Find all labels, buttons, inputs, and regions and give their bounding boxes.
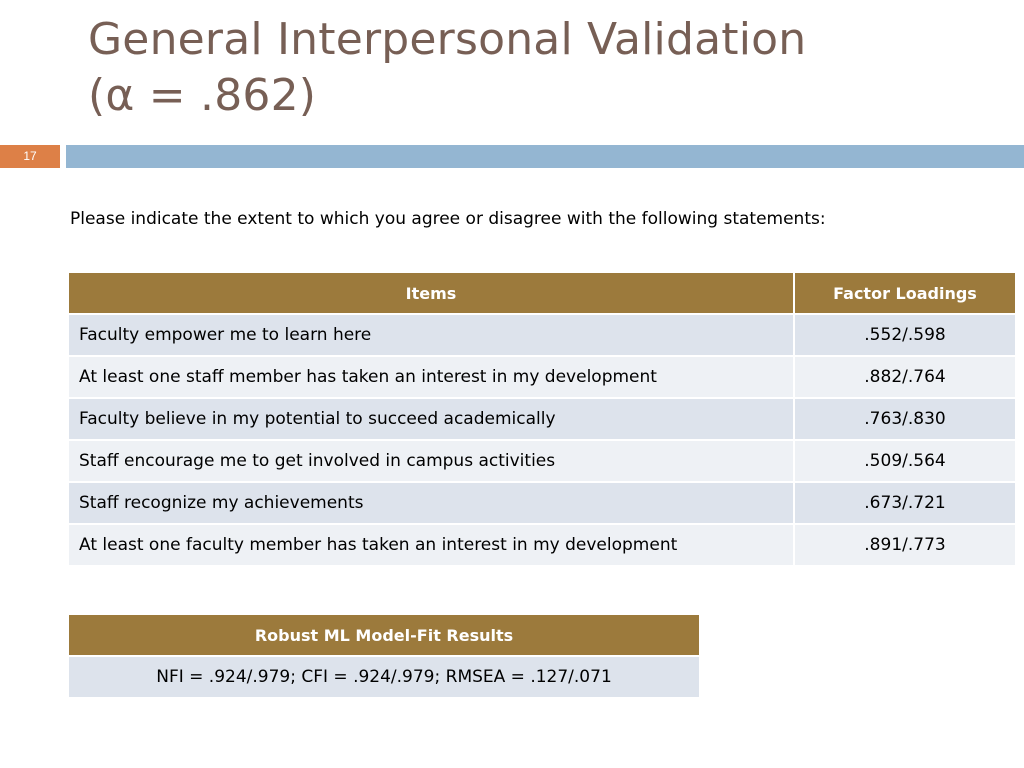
header-items: Items bbox=[69, 273, 795, 315]
fit-header-row: Robust ML Model-Fit Results bbox=[69, 615, 699, 657]
loading-cell: .673/.721 bbox=[794, 482, 1015, 525]
slide-title-line-1: General Interpersonal Validation bbox=[88, 14, 807, 65]
table-header-row: Items Factor Loadings bbox=[69, 273, 1015, 315]
slide-number: 17 bbox=[0, 145, 60, 168]
slide-title-line-2: (α = .862) bbox=[88, 70, 317, 121]
loading-cell: .891/.773 bbox=[794, 524, 1015, 567]
item-cell: Staff recognize my achievements bbox=[69, 482, 795, 525]
table-row: At least one faculty member has taken an… bbox=[69, 524, 1015, 567]
loading-cell: .509/.564 bbox=[794, 440, 1015, 483]
table-row: Faculty empower me to learn here .552/.5… bbox=[69, 314, 1015, 357]
item-cell: At least one staff member has taken an i… bbox=[69, 356, 795, 399]
factor-loadings-table: Items Factor Loadings Faculty empower me… bbox=[69, 273, 1015, 567]
title-divider-bar bbox=[66, 145, 1024, 168]
table-row: Staff recognize my achievements .673/.72… bbox=[69, 482, 1015, 525]
table-row: Faculty believe in my potential to succe… bbox=[69, 398, 1015, 441]
item-cell: Faculty empower me to learn here bbox=[69, 314, 795, 357]
fit-row: NFI = .924/.979; CFI = .924/.979; RMSEA … bbox=[69, 656, 699, 697]
fit-value: NFI = .924/.979; CFI = .924/.979; RMSEA … bbox=[69, 656, 699, 697]
loading-cell: .763/.830 bbox=[794, 398, 1015, 441]
intro-text: Please indicate the extent to which you … bbox=[70, 209, 826, 229]
fit-header: Robust ML Model-Fit Results bbox=[69, 615, 699, 657]
slide-title: General Interpersonal Validation (α = .8… bbox=[88, 12, 988, 124]
loading-cell: .552/.598 bbox=[794, 314, 1015, 357]
item-cell: Faculty believe in my potential to succe… bbox=[69, 398, 795, 441]
table-row: At least one staff member has taken an i… bbox=[69, 356, 1015, 399]
table-row: Staff encourage me to get involved in ca… bbox=[69, 440, 1015, 483]
header-factor-loadings: Factor Loadings bbox=[794, 273, 1015, 315]
item-cell: Staff encourage me to get involved in ca… bbox=[69, 440, 795, 483]
loading-cell: .882/.764 bbox=[794, 356, 1015, 399]
model-fit-table: Robust ML Model-Fit Results NFI = .924/.… bbox=[69, 615, 699, 697]
item-cell: At least one faculty member has taken an… bbox=[69, 524, 795, 567]
